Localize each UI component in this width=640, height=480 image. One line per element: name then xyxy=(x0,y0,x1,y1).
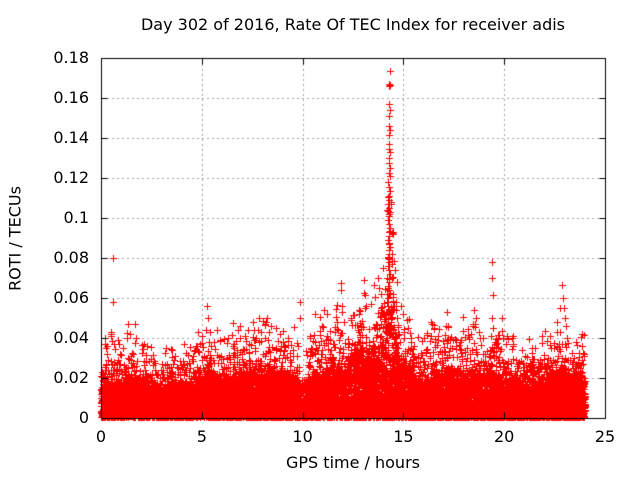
y-tick-label: 0.02 xyxy=(53,368,89,387)
y-axis-title: ROTI / TECUs xyxy=(5,186,25,291)
y-tick-label: 0.04 xyxy=(53,328,89,347)
x-tick-label: 0 xyxy=(95,427,107,446)
y-tick-label: 0.14 xyxy=(53,128,89,147)
y-tick-label: 0.08 xyxy=(53,248,89,267)
y-tick-label: 0.06 xyxy=(53,288,89,307)
x-axis-title: GPS time / hours xyxy=(286,453,420,472)
chart-title: Day 302 of 2016, Rate Of TEC Index for r… xyxy=(140,15,566,34)
y-tick-label: 0.16 xyxy=(53,88,89,107)
y-tick-label: 0.18 xyxy=(53,48,89,67)
y-tick-label: 0.1 xyxy=(63,208,89,227)
x-tick-label: 20 xyxy=(494,427,515,446)
y-tick-label: 0.12 xyxy=(53,168,89,187)
x-tick-label: 10 xyxy=(292,427,313,446)
x-tick-label: 25 xyxy=(594,427,616,446)
x-tick-label: 5 xyxy=(196,427,207,446)
x-tick-label: 15 xyxy=(393,427,414,446)
y-tick-label: 0 xyxy=(78,408,89,427)
